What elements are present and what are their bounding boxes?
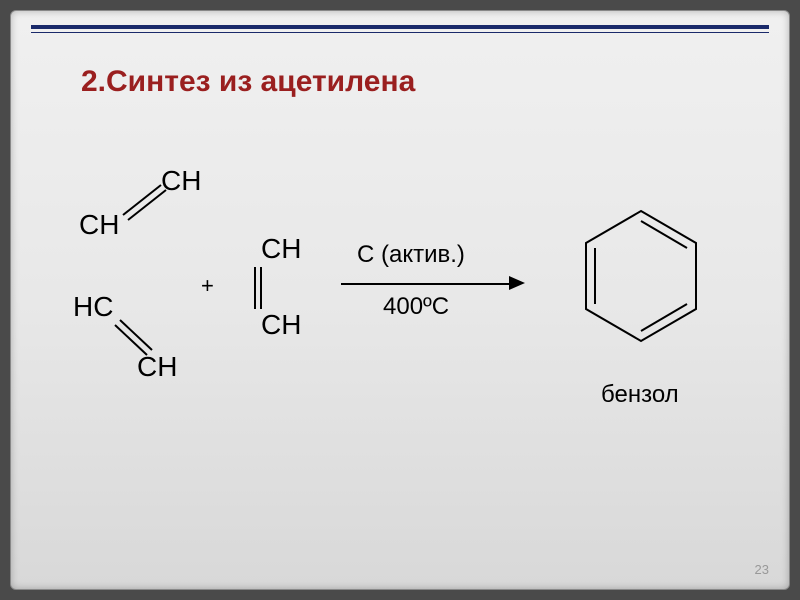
- benzene-ring: [571, 201, 711, 356]
- arrow-line: [341, 283, 511, 285]
- reactant3-ch-a: CH: [261, 233, 301, 265]
- slide-frame: 2.Синтез из ацетилена CH CH HC CH + CH C…: [10, 10, 790, 590]
- plus-sign: +: [201, 273, 214, 299]
- arrow-head-icon: [509, 276, 525, 290]
- reactant2-ch-a: HC: [73, 291, 113, 323]
- arrow-condition-bottom: 400ºС: [383, 293, 449, 321]
- reactant3-triple-bond: [251, 265, 269, 311]
- reaction-area: CH CH HC CH + CH CH С (актив.) 400ºС: [51, 161, 749, 501]
- reactant1-ch-a: CH: [79, 209, 119, 241]
- benzene-svg: [571, 201, 711, 351]
- reactant3-ch-b: CH: [261, 309, 301, 341]
- top-rule: [31, 25, 769, 33]
- reactant1-triple-bond: [121, 179, 171, 221]
- product-label: бензол: [601, 381, 679, 409]
- page-number: 23: [755, 562, 769, 577]
- arrow-condition-top: С (актив.): [357, 241, 465, 269]
- reaction-arrow: С (актив.) 400ºС: [341, 241, 541, 331]
- slide-title: 2.Синтез из ацетилена: [81, 65, 415, 99]
- reactant2-triple-bond: [111, 319, 161, 361]
